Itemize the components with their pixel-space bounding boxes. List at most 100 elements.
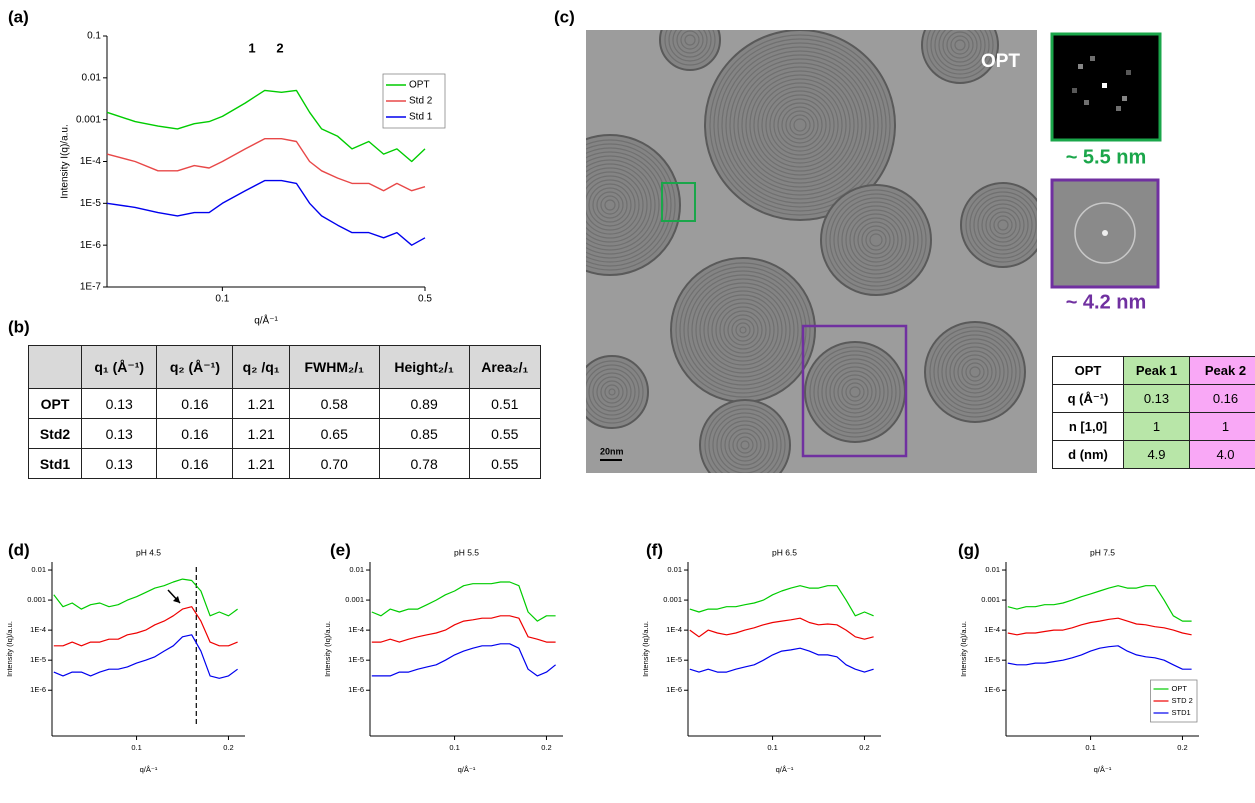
panel-label: (d): [8, 540, 30, 559]
table-cell: Std1: [28, 448, 82, 479]
fft-label: ~ 4.2 nm: [1066, 291, 1147, 313]
series-line: [106, 179, 426, 246]
particle-ring: [733, 58, 867, 192]
particle-ring: [942, 30, 978, 63]
x-axis-label: q/Å⁻¹: [1094, 765, 1112, 774]
particle-ring: [934, 30, 986, 71]
y-tick-label: 1E-6: [984, 685, 1000, 694]
particle-ring: [596, 191, 624, 219]
table-cell: 0.78: [378, 448, 470, 479]
y-tick-label: 1E-4: [348, 625, 364, 634]
series-line: [1007, 617, 1192, 636]
table-header: OPT: [1052, 356, 1124, 385]
particle-ring: [729, 54, 871, 196]
particle-ring: [857, 221, 895, 259]
y-tick-label: 1E-6: [666, 685, 682, 694]
particle-ring: [586, 147, 668, 263]
particle-ring: [720, 420, 770, 470]
table-cell: 0.16: [1189, 384, 1255, 413]
particle-ring: [695, 282, 791, 378]
table-cell: 1.21: [232, 388, 290, 419]
table-cell: 0.13: [80, 448, 158, 479]
table-header: Height₂/₁: [378, 345, 470, 389]
micrograph: [586, 30, 1037, 473]
table-cell: 0.89: [378, 388, 470, 419]
particle-ring: [753, 78, 847, 172]
particle-ring: [680, 30, 700, 50]
particle-ring: [708, 408, 782, 473]
y-axis-label: Intensity (Iq)/a.u.: [959, 621, 968, 677]
table-cell: 0.85: [378, 418, 470, 449]
y-tick-label: 0.01: [82, 72, 102, 83]
particle-ring: [973, 195, 1033, 255]
particle-ring: [712, 412, 778, 473]
chart-title: pH 4.5: [136, 547, 161, 557]
y-tick-label: 1E-4: [30, 625, 46, 634]
particle-ring: [997, 219, 1009, 231]
legend-label: Std 1: [409, 112, 433, 123]
particle-ring: [719, 306, 767, 354]
x-tick-label: 0.2: [859, 743, 869, 752]
x-axis-label: q/Å⁻¹: [458, 765, 476, 774]
particle-ring: [829, 366, 881, 418]
particle-ring: [938, 30, 982, 67]
particle-ring: [985, 207, 1021, 243]
table-header: Peak 2: [1189, 356, 1255, 385]
table-cell: 1: [1123, 412, 1190, 441]
particle-ring: [793, 118, 807, 132]
fft-label: ~ 5.5 nm: [1066, 146, 1147, 168]
particle-ring: [809, 346, 901, 438]
panel-label: (a): [8, 7, 29, 26]
particle-ring: [675, 262, 811, 398]
particle-ring: [713, 38, 887, 212]
particle-ring: [950, 35, 970, 55]
table-cell: 0.16: [156, 448, 234, 479]
particle-ring: [825, 189, 927, 291]
y-tick-label: 0.01: [31, 565, 46, 574]
particle-ring: [825, 362, 885, 422]
y-tick-label: 1E-5: [348, 655, 364, 664]
particle-ring: [941, 338, 1009, 406]
particle-ring: [732, 432, 758, 458]
series-line: [689, 585, 874, 617]
legend-label: OPT: [409, 80, 430, 91]
particle-ring: [781, 106, 819, 144]
y-tick-label: 0.1: [87, 31, 101, 42]
particle: [820, 184, 932, 296]
particle-ring: [728, 428, 762, 462]
scale-bar-label: 20nm: [600, 446, 624, 456]
particle: [924, 321, 1026, 423]
particle: [704, 30, 896, 221]
series-line: [53, 634, 238, 679]
table-cell: 0.13: [80, 388, 158, 419]
table-cell: 0.58: [288, 388, 380, 419]
panel-label: (g): [958, 540, 980, 559]
particle-ring: [586, 360, 644, 424]
particle-ring: [773, 98, 827, 152]
particle-ring: [829, 193, 923, 287]
table-cell: 0.13: [1123, 384, 1190, 413]
particle-ring: [989, 211, 1017, 239]
series-line: [1007, 585, 1192, 622]
particle-ring: [704, 404, 786, 473]
table-b: q₁ (Å⁻¹) q₂ (Å⁻¹) q₂ /q₁ FWHM₂/₁ Height₂…: [28, 345, 542, 479]
particle-ring: [727, 314, 759, 346]
fft-spots: [1072, 56, 1131, 111]
panel-label: (f): [646, 540, 663, 559]
particle: [921, 30, 999, 84]
table-header: Area₂/₁: [468, 345, 542, 389]
particle-ring: [761, 86, 839, 164]
peak-annotation: 2: [276, 40, 283, 55]
particle-ring: [739, 326, 747, 334]
table-cell: 0.70: [288, 448, 380, 479]
particle-ring: [993, 215, 1013, 235]
particle-ring: [716, 416, 774, 473]
series-line: [106, 138, 426, 192]
particle-ring: [833, 370, 877, 414]
particle-ring: [736, 436, 754, 454]
particle-ring: [586, 179, 636, 231]
particle-ring: [977, 199, 1029, 251]
particle-ring: [586, 143, 672, 267]
particle-ring: [586, 163, 652, 247]
particle-ring: [841, 378, 869, 406]
